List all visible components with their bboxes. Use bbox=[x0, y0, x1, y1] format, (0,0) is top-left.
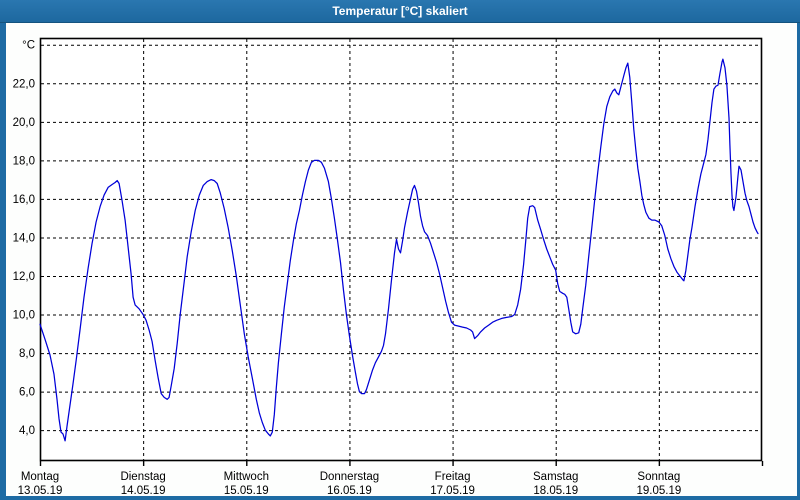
x-axis-ticks bbox=[39, 461, 764, 466]
x-tick-date-label: 17.05.19 bbox=[430, 485, 475, 497]
x-tick-day-label: Freitag bbox=[435, 471, 471, 483]
y-tick-label: 16,0 bbox=[13, 194, 35, 206]
x-tick-date-label: 19.05.19 bbox=[636, 485, 681, 497]
y-tick-label: 6,0 bbox=[19, 387, 35, 399]
window-border-right bbox=[797, 23, 800, 500]
x-tick-day-label: Donnerstag bbox=[320, 471, 379, 483]
temperature-line bbox=[39, 58, 759, 442]
y-tick-label: 22,0 bbox=[13, 78, 35, 90]
window-border-bottom bbox=[0, 496, 800, 500]
x-tick-date-label: 15.05.19 bbox=[224, 485, 269, 497]
plot-border bbox=[39, 37, 763, 462]
x-tick-day-label: Montag bbox=[21, 471, 59, 483]
x-tick-date-label: 14.05.19 bbox=[121, 485, 166, 497]
y-gridlines bbox=[41, 44, 761, 432]
x-tick-day-label: Sonntag bbox=[637, 471, 680, 483]
y-tick-label: 10,0 bbox=[13, 310, 35, 322]
x-tick-date-label: 18.05.19 bbox=[533, 485, 578, 497]
y-tick-label: 4,0 bbox=[19, 425, 35, 437]
y-axis-unit-label: °C bbox=[22, 40, 35, 52]
y-tick-label: 18,0 bbox=[13, 155, 35, 167]
x-tick-date-label: 13.05.19 bbox=[18, 485, 63, 497]
x-tick-date-label: 16.05.19 bbox=[327, 485, 372, 497]
window-border-left bbox=[0, 23, 6, 500]
y-tick-label: 20,0 bbox=[13, 117, 35, 129]
x-tick-day-label: Samstag bbox=[533, 471, 578, 483]
y-axis-labels: 22,0 20,0 18,0 16,0 14,0 12,0 10,0 8,0 6,0 4,0 bbox=[13, 78, 35, 437]
y-tick-label: 8,0 bbox=[19, 348, 35, 360]
y-tick-label: 14,0 bbox=[13, 232, 35, 244]
title-bar[interactable]: Temperatur [°C] skaliert bbox=[0, 0, 800, 23]
x-axis-labels: Montag 13.05.19 Dienstag 14.05.19 Mittwoch 15… bbox=[18, 471, 682, 497]
x-tick-day-label: Mittwoch bbox=[224, 471, 269, 483]
x-gridlines bbox=[143, 39, 660, 460]
x-tick-day-label: Dienstag bbox=[120, 471, 165, 483]
window-title: Temperatur [°C] skaliert bbox=[332, 4, 468, 18]
y-tick-label: 12,0 bbox=[13, 271, 35, 283]
